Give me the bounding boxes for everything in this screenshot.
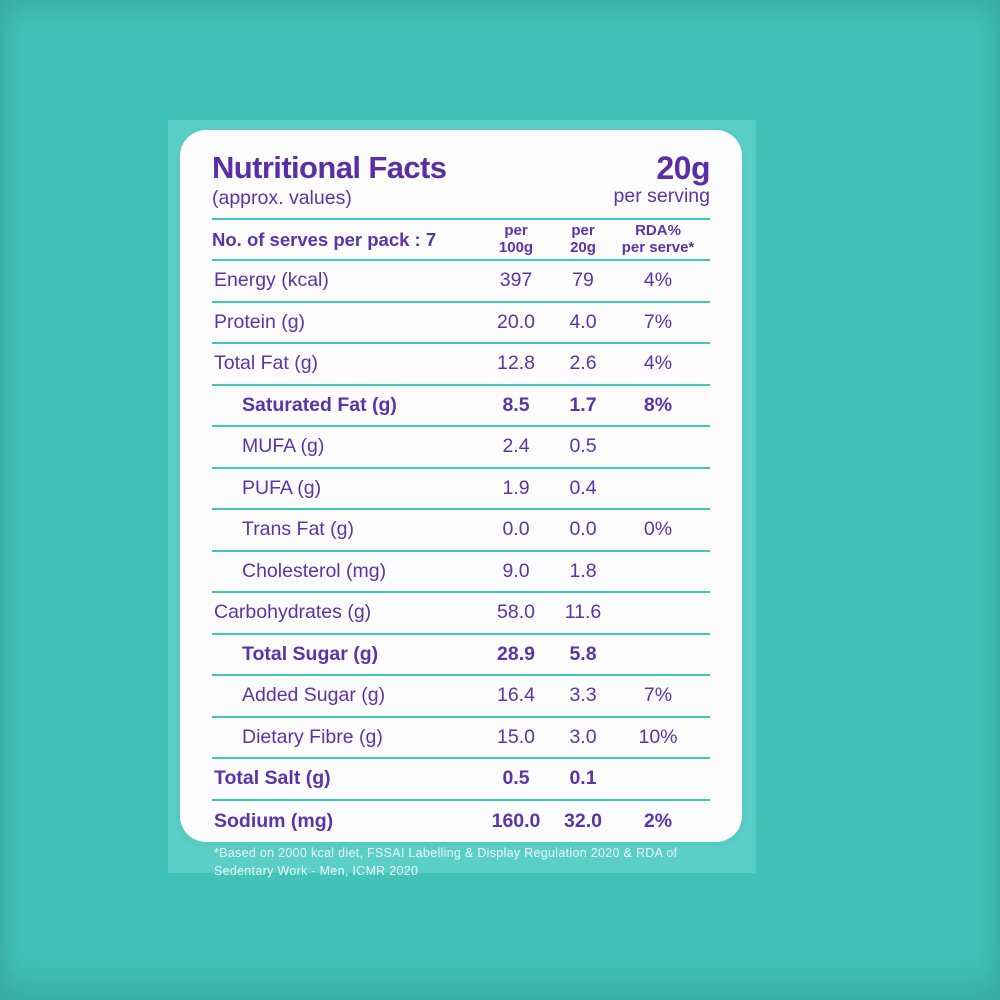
value-per-100g: 16.4 — [497, 684, 535, 707]
column-header-per-20g: per 20g — [570, 222, 596, 256]
table-row: Carbohydrates (g) 58.0 11.6 — [212, 593, 710, 635]
nutrient-label: Total Fat (g) — [214, 352, 319, 375]
value-per-100g: 2.4 — [502, 435, 530, 458]
value-rda-percent: 7% — [643, 310, 673, 333]
value-rda-percent: 7% — [643, 684, 673, 707]
table-row: Total Fat (g) 12.8 2.6 4% — [212, 344, 710, 386]
nutrient-label: Carbohydrates (g) — [214, 601, 372, 624]
serving-size-value: 20g — [656, 150, 710, 186]
serves-per-pack-label: No. of serves per pack : 7 — [212, 228, 437, 250]
value-per-20g: 32.0 — [564, 809, 602, 832]
value-per-100g: 0.5 — [502, 767, 530, 790]
nutrient-label: PUFA (g) — [242, 476, 322, 499]
value-rda-percent: 4% — [643, 269, 673, 292]
table-row: Total Salt (g) 0.5 0.1 — [212, 759, 710, 801]
nutrition-label-card: Nutritional Facts (approx. values) 20g p… — [180, 130, 742, 842]
nutrient-label: Dietary Fibre (g) — [242, 725, 383, 748]
value-per-20g: 1.8 — [569, 559, 597, 582]
nutrient-label: Protein (g) — [214, 310, 306, 333]
table-header-row: No. of serves per pack : 7 per 100g per … — [212, 218, 710, 261]
table-row: Cholesterol (mg) 9.0 1.8 — [212, 552, 710, 593]
value-per-100g: 0.0 — [502, 518, 530, 541]
value-per-100g: 1.9 — [502, 476, 530, 499]
value-per-100g: 28.9 — [497, 642, 535, 665]
value-per-100g: 58.0 — [497, 601, 535, 624]
value-per-20g: 0.0 — [569, 518, 597, 541]
table-row: Trans Fat (g) 0.0 0.0 0% — [212, 510, 710, 552]
nutrient-label: Total Salt (g) — [214, 767, 331, 790]
page-title: Nutritional Facts — [212, 150, 447, 185]
value-per-100g: 20.0 — [497, 310, 535, 333]
table-row: Saturated Fat (g) 8.5 1.7 8% — [212, 386, 710, 427]
nutrient-label: Saturated Fat (g) — [242, 393, 397, 416]
nutrient-label: Cholesterol (mg) — [242, 559, 387, 582]
value-rda-percent: 10% — [638, 725, 678, 748]
table-row: Added Sugar (g) 16.4 3.3 7% — [212, 676, 710, 718]
value-per-20g: 0.4 — [569, 476, 597, 499]
value-rda-percent: 2% — [643, 809, 673, 832]
nutrient-label: Added Sugar (g) — [242, 684, 386, 707]
value-per-20g: 1.7 — [569, 393, 597, 416]
serving-block: 20g per serving — [613, 150, 711, 208]
nutrient-label: MUFA (g) — [242, 435, 325, 458]
value-rda-percent: 4% — [643, 352, 673, 375]
value-rda-percent: 8% — [643, 393, 673, 416]
value-per-20g: 2.6 — [569, 352, 597, 375]
table-body: Energy (kcal) 397 79 4% Protein (g) 20.0… — [212, 261, 710, 842]
column-header-per-100g: per 100g — [498, 222, 534, 256]
value-per-100g: 9.0 — [502, 559, 530, 582]
title-block: Nutritional Facts (approx. values) — [212, 150, 447, 210]
value-per-20g: 3.3 — [569, 684, 597, 707]
nutrient-label: Trans Fat (g) — [242, 518, 354, 541]
table-row: Energy (kcal) 397 79 4% — [212, 261, 710, 303]
table-row: PUFA (g) 1.9 0.4 — [212, 469, 710, 510]
table-row: Dietary Fibre (g) 15.0 3.0 10% — [212, 718, 710, 759]
value-per-20g: 79 — [572, 269, 594, 292]
label-header: Nutritional Facts (approx. values) 20g p… — [212, 150, 711, 218]
value-per-20g: 0.1 — [569, 767, 597, 790]
nutrient-label: Sodium (mg) — [214, 809, 334, 832]
footnote: *Based on 2000 kcal diet, FSSAI Labellin… — [214, 845, 684, 880]
column-header-rda-per-serve: RDA% per serve* — [621, 222, 695, 256]
value-per-20g: 4.0 — [569, 310, 597, 333]
nutrient-label: Total Sugar (g) — [242, 642, 379, 665]
table-row: Total Sugar (g) 28.9 5.8 — [212, 635, 710, 676]
value-per-100g: 15.0 — [497, 725, 535, 748]
footnote-line-2: Sedentary Work - Men, ICMR 2020 — [214, 863, 419, 878]
serving-size-label: per serving — [613, 185, 710, 207]
nutrient-label: Energy (kcal) — [214, 269, 329, 292]
value-per-20g: 11.6 — [564, 601, 602, 624]
table-row: Protein (g) 20.0 4.0 7% — [212, 303, 710, 344]
value-per-100g: 8.5 — [502, 393, 530, 416]
table-row: MUFA (g) 2.4 0.5 — [212, 427, 710, 469]
title-subtitle: (approx. values) — [212, 186, 352, 209]
value-rda-percent: 0% — [643, 518, 673, 541]
value-per-20g: 5.8 — [569, 642, 597, 665]
value-per-100g: 397 — [499, 269, 533, 292]
value-per-20g: 3.0 — [569, 725, 597, 748]
value-per-20g: 0.5 — [569, 435, 597, 458]
value-per-100g: 160.0 — [491, 809, 541, 832]
footnote-line-1: *Based on 2000 kcal diet, FSSAI Labellin… — [214, 846, 678, 860]
table-row: Sodium (mg) 160.0 32.0 2% — [212, 801, 710, 843]
value-per-100g: 12.8 — [497, 352, 535, 375]
